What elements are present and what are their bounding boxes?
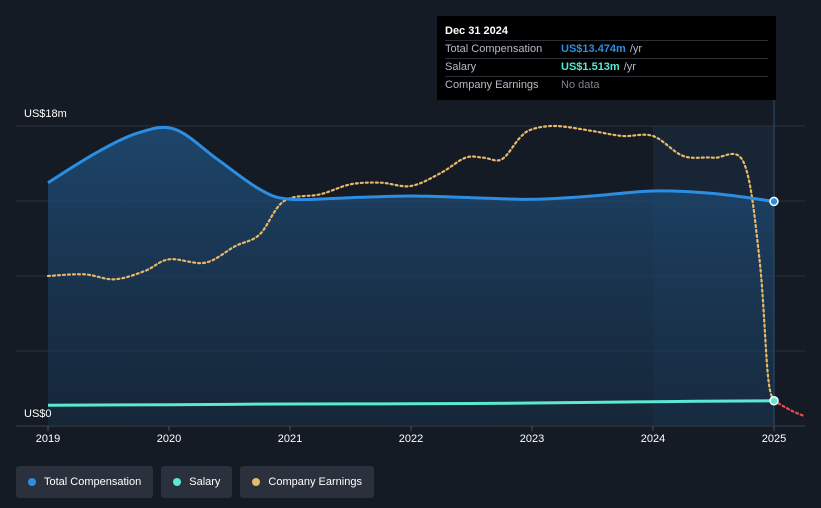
x-axis-ticks: 2019 2020 2021 2022 2023 2024 2025: [36, 426, 786, 445]
x-tick-label: 2022: [399, 433, 423, 445]
tooltip-value: US$13.474m: [561, 43, 626, 55]
total-compensation-marker[interactable]: [769, 196, 779, 207]
tooltip-value: US$1.513m: [561, 61, 620, 73]
x-tick-label: 2025: [762, 433, 786, 445]
legend-item-company-earnings[interactable]: Company Earnings: [240, 466, 374, 498]
salary-line: [47, 399, 775, 407]
tooltip-row-total: Total Compensation US$13.474m /yr: [445, 40, 768, 58]
legend-dot-icon: [173, 478, 182, 486]
legend-label: Total Compensation: [44, 476, 142, 488]
x-tick-label: 2019: [36, 433, 60, 445]
legend-item-total-compensation[interactable]: Total Compensation: [16, 466, 154, 498]
legend: Total Compensation Salary Company Earnin…: [16, 466, 374, 498]
total-compensation-area: [48, 127, 774, 426]
x-tick-label: 2023: [520, 433, 544, 445]
tooltip-label: Salary: [445, 61, 477, 73]
legend-item-salary[interactable]: Salary: [161, 466, 233, 498]
tooltip-unit: /yr: [623, 61, 636, 73]
salary-marker[interactable]: [769, 396, 779, 406]
company-earnings-line: [46, 124, 776, 402]
legend-label: Company Earnings: [268, 476, 362, 488]
y-axis-bottom-label: US$0: [24, 408, 52, 420]
tooltip-value: No data: [561, 79, 600, 91]
company-earnings-forecast-line: [772, 399, 806, 418]
legend-dot-icon: [28, 478, 36, 486]
x-tick-label: 2024: [641, 433, 665, 445]
tooltip-date: Dec 31 2024: [445, 25, 508, 37]
tooltip: Dec 31 2024 Total Compensation US$13.474…: [437, 16, 776, 100]
tooltip-label: Total Compensation: [445, 43, 543, 55]
legend-label: Salary: [189, 476, 221, 488]
tooltip-row-earnings: Company Earnings No data: [445, 76, 768, 94]
x-tick-label: 2021: [278, 433, 302, 445]
total-compensation-line: [47, 125, 775, 203]
x-tick-label: 2020: [157, 433, 181, 445]
tooltip-unit: /yr: [629, 43, 643, 55]
tooltip-row-salary: Salary US$1.513m /yr: [445, 58, 768, 76]
legend-dot-icon: [252, 478, 261, 486]
y-axis-top-label: US$18m: [24, 108, 67, 120]
tooltip-label: Company Earnings: [445, 79, 539, 91]
